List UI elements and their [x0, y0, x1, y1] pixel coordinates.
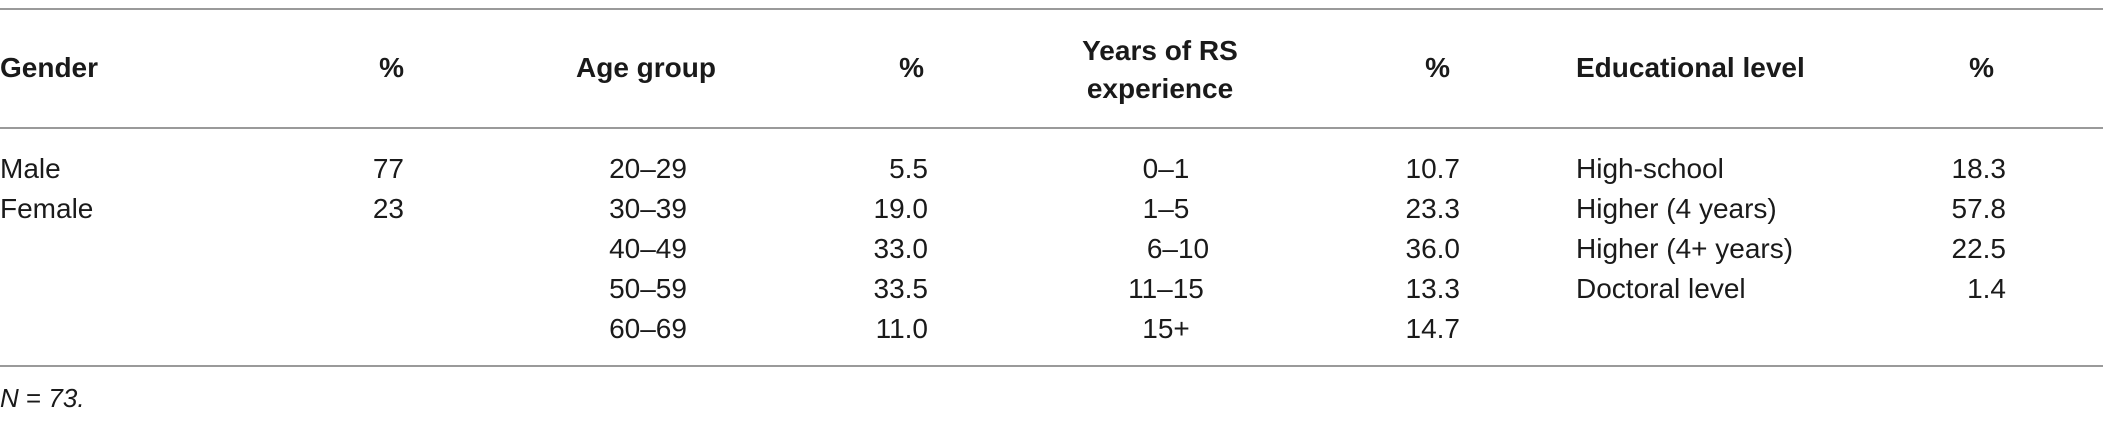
education-percent: 1.4 — [1967, 273, 2006, 304]
age-group-label: 20–29 — [609, 153, 687, 184]
age-percent: 33.5 — [873, 273, 929, 304]
gender-label: Male — [0, 153, 61, 184]
header-age-percent: % — [899, 52, 924, 83]
education-percent: 18.3 — [1951, 153, 2007, 184]
education-label: Higher (4+ years) — [1576, 233, 1794, 264]
rs-experience-percent: 36.0 — [1405, 233, 1461, 264]
rs-experience-percent: 13.3 — [1405, 273, 1461, 304]
table-top-rule — [0, 8, 2103, 10]
age-percent: 19.0 — [873, 193, 929, 224]
header-rs-percent: % — [1425, 52, 1450, 83]
rs-experience-label: 15+ — [1142, 313, 1190, 344]
header-rs-experience-line2: experience — [1086, 73, 1234, 104]
table-bottom-rule — [0, 365, 2103, 367]
rs-experience-percent: 23.3 — [1405, 193, 1461, 224]
header-age-group: Age group — [576, 52, 716, 83]
age-percent: 5.5 — [889, 153, 928, 184]
table-header-rule — [0, 127, 2103, 129]
education-label: Higher (4 years) — [1576, 193, 1777, 224]
header-edu-percent: % — [1969, 52, 1994, 83]
gender-percent: 23 — [372, 193, 404, 224]
header-rs-experience: Years of RS experience — [1060, 32, 1260, 108]
age-group-label: 40–49 — [609, 233, 687, 264]
header-rs-experience-line1: Years of RS — [1082, 35, 1238, 66]
age-percent: 11.0 — [875, 313, 928, 344]
header-educational-level: Educational level — [1576, 52, 1805, 83]
education-percent: 57.8 — [1951, 193, 2007, 224]
age-percent: 33.0 — [873, 233, 929, 264]
education-label: Doctoral level — [1576, 273, 1746, 304]
rs-experience-percent: 10.7 — [1405, 153, 1461, 184]
education-label: High-school — [1576, 153, 1724, 184]
gender-label: Female — [0, 193, 94, 224]
age-group-label: 60–69 — [609, 313, 687, 344]
rs-experience-label: 0–1 — [1142, 153, 1190, 184]
header-gender: Gender — [0, 52, 99, 83]
gender-percent: 77 — [372, 153, 404, 184]
rs-experience-label: 11–15 — [1128, 273, 1204, 304]
footnote-value: 73. — [48, 383, 85, 413]
footnote-equals: = — [18, 383, 49, 413]
rs-experience-label: 6–10 — [1146, 233, 1210, 264]
table-footnote: N = 73. — [0, 380, 85, 416]
footnote-variable: N — [0, 383, 19, 413]
age-group-label: 50–59 — [609, 273, 687, 304]
education-percent: 22.5 — [1951, 233, 2007, 264]
header-gender-percent: % — [379, 52, 404, 83]
rs-experience-percent: 14.7 — [1405, 313, 1461, 344]
age-group-label: 30–39 — [609, 193, 687, 224]
rs-experience-label: 1–5 — [1142, 193, 1190, 224]
